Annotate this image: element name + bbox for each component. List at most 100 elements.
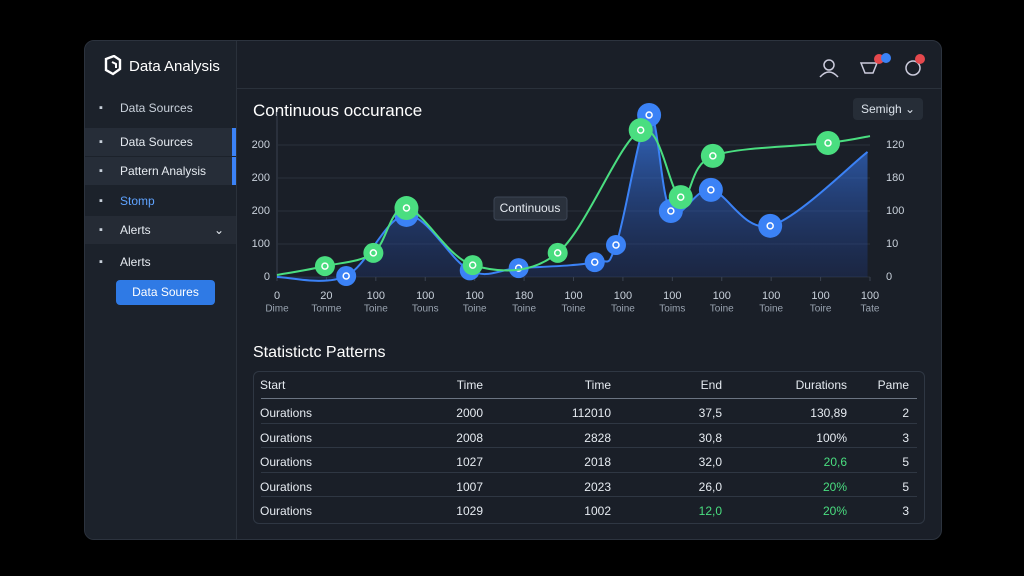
table-cell: 3 (902, 504, 909, 518)
table-cell: 1027 (456, 455, 483, 469)
point-center (369, 249, 378, 257)
nav-icon: ▪ (99, 102, 103, 114)
y-tick-label: 200 (252, 139, 270, 151)
table-cell: 5 (902, 455, 909, 469)
nav-item[interactable]: Alerts ▪ ⌄ (85, 216, 236, 244)
button-label: Data Soures (132, 285, 199, 299)
y2-tick-label: 100 (886, 205, 904, 217)
sources-button[interactable]: Data Soures (116, 280, 215, 305)
nav-item[interactable]: Data Sources ▪ (85, 128, 236, 156)
sidebar: Data Analysis Data Sources ▪ Data Sources ▪… (85, 41, 237, 539)
point-center (709, 152, 717, 160)
nav-item[interactable]: Data Sources ▪ (85, 94, 236, 122)
point-center (766, 222, 774, 230)
app-window: Data Analysis Data Sources ▪ Data Sources ▪… (84, 40, 942, 540)
point-center (667, 207, 675, 215)
table-cell: 12,0 (698, 504, 722, 518)
x-tick-unit: Dime (265, 304, 289, 315)
nav-icon: ▪ (99, 256, 103, 268)
x-tick-unit: Toine (611, 304, 635, 315)
x-tick-unit: Toine (759, 304, 783, 315)
point-center (636, 126, 645, 134)
table-cell: Time (584, 378, 611, 392)
x-tick-unit: Toims (659, 304, 685, 315)
chevron: ⌄ (213, 223, 224, 237)
point-center (707, 186, 715, 194)
point-center (645, 111, 653, 119)
point-center (824, 139, 832, 147)
x-tick-label: 100 (663, 290, 681, 302)
row-divider (261, 423, 917, 424)
x-tick-label: 20 (320, 290, 332, 302)
table-cell: Ourations (260, 504, 313, 518)
nav-label: Data Sources (120, 101, 193, 115)
x-tick-unit: Tonme (311, 304, 341, 315)
x-tick-label: 100 (713, 290, 731, 302)
nav-item[interactable]: Stomp ▪ (85, 187, 236, 215)
range-dropdown[interactable]: Semigh ⌄ (853, 98, 923, 120)
table-cell: 2000 (456, 406, 483, 420)
nav-icon: ▪ (99, 224, 103, 236)
nav-icon: ▪ (99, 165, 103, 177)
point (314, 256, 335, 277)
x-tick-label: 100 (861, 290, 879, 302)
x-tick-label: 100 (367, 290, 385, 302)
table-cell: 2828 (584, 431, 611, 445)
x-tick-label: 100 (811, 290, 829, 302)
table-cell: 2 (902, 406, 909, 420)
point-center (342, 272, 350, 280)
table-cell: 20,6 (823, 455, 847, 469)
point (394, 196, 419, 221)
table (253, 371, 925, 524)
nav-label: Data Sources (120, 135, 193, 149)
x-tick-label: 0 (274, 290, 280, 302)
table-cell: Ourations (260, 480, 313, 494)
table-cell: 32,0 (698, 455, 722, 469)
x-tick-unit: Toine (512, 304, 536, 315)
header-divider (237, 88, 941, 89)
table-cell: 1002 (584, 504, 611, 518)
row-divider (261, 496, 917, 497)
x-tick-unit: Toine (710, 304, 734, 315)
table-cell: 1029 (456, 504, 483, 518)
point (815, 131, 840, 156)
table-cell: Ourations (260, 431, 313, 445)
row-divider (261, 472, 917, 473)
nav-icon: ▪ (99, 195, 103, 207)
x-tick-label: 100 (465, 290, 483, 302)
y2-tick-label: 0 (886, 271, 892, 283)
logo (104, 55, 122, 76)
y-tick-label: 100 (252, 238, 270, 250)
point-center (612, 241, 620, 249)
point (363, 242, 384, 263)
nav-item[interactable]: Pattern Analysis ▪ (85, 157, 236, 185)
y-tick-label: 0 (264, 271, 270, 283)
table-cell: 2008 (456, 431, 483, 445)
point (668, 185, 693, 210)
y2-tick-label: 10 (886, 238, 898, 250)
table-cell: 20% (822, 504, 847, 518)
y2-tick-label: 180 (886, 172, 904, 184)
table-cell: Time (456, 378, 483, 392)
point (462, 255, 483, 276)
point (336, 266, 357, 287)
x-tick-label: 180 (515, 290, 533, 302)
point-center (590, 258, 599, 266)
x-tick-unit: Toine (364, 304, 388, 315)
nav-item[interactable]: Alerts ▪ (85, 248, 236, 276)
point (700, 143, 725, 168)
table-cell: 130,89 (810, 406, 847, 420)
nav-label: Alerts (120, 223, 151, 237)
point-center (468, 261, 477, 269)
header-divider (261, 398, 917, 399)
table-title: Statistictc Patterns (253, 344, 386, 361)
table-cell: 2018 (584, 455, 611, 469)
nav-label: Pattern Analysis (120, 164, 207, 178)
table-cell: 20% (822, 480, 847, 494)
brand: Data Analysis (129, 58, 220, 75)
tooltip-label: Continuous (500, 201, 561, 215)
table-cell: 100% (816, 431, 847, 445)
table-cell: End (700, 378, 722, 392)
table-cell: 37,5 (698, 406, 722, 420)
